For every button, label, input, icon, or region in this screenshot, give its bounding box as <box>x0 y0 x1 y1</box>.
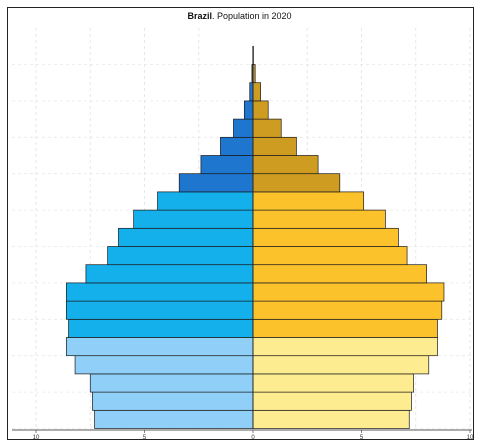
female-bar <box>252 300 443 320</box>
chart-title: Brazil. Population in 2020 <box>0 11 479 21</box>
male-bar <box>157 191 254 211</box>
male-bar <box>74 355 254 375</box>
male-bar <box>92 391 254 411</box>
x-axis-ticks: 10 5 0 5 10 <box>33 430 474 441</box>
female-bar <box>252 337 438 357</box>
male-bar <box>85 264 254 284</box>
female-bar <box>252 264 427 284</box>
bars <box>66 45 445 429</box>
female-bar <box>252 155 319 175</box>
female-bar <box>252 118 282 138</box>
chart-title-country: Brazil <box>187 11 212 21</box>
male-bar <box>118 227 254 247</box>
male-bar <box>200 155 254 175</box>
x-tick-label: 5 <box>360 435 364 441</box>
female-bar <box>252 355 430 375</box>
x-tick-label: 0 <box>251 435 255 441</box>
male-bar <box>66 337 254 357</box>
male-bar <box>89 373 254 393</box>
male-bar <box>94 409 254 429</box>
female-bar <box>252 82 261 102</box>
male-bar <box>133 209 254 229</box>
female-bar <box>252 173 341 193</box>
female-bar <box>252 318 438 338</box>
female-bar <box>252 409 410 429</box>
female-bar <box>252 246 408 266</box>
female-bar <box>252 191 365 211</box>
male-bar <box>220 136 254 156</box>
female-bar <box>252 100 269 120</box>
male-bar <box>68 318 254 338</box>
male-bar <box>178 173 254 193</box>
male-bar <box>66 300 254 320</box>
x-tick-label: 10 <box>467 435 474 441</box>
female-bar <box>252 136 297 156</box>
x-tick-label: 10 <box>33 435 40 441</box>
male-bar <box>107 246 254 266</box>
x-tick-label: 5 <box>143 435 147 441</box>
female-bar <box>252 209 386 229</box>
female-bar <box>252 282 445 302</box>
male-bar <box>243 100 254 120</box>
female-bar <box>252 373 414 393</box>
male-bar <box>233 118 254 138</box>
female-bar <box>252 227 399 247</box>
male-bar <box>66 282 254 302</box>
chart-title-rest: . Population in 2020 <box>211 11 292 21</box>
male-bar <box>249 82 254 102</box>
female-bar <box>252 391 412 411</box>
